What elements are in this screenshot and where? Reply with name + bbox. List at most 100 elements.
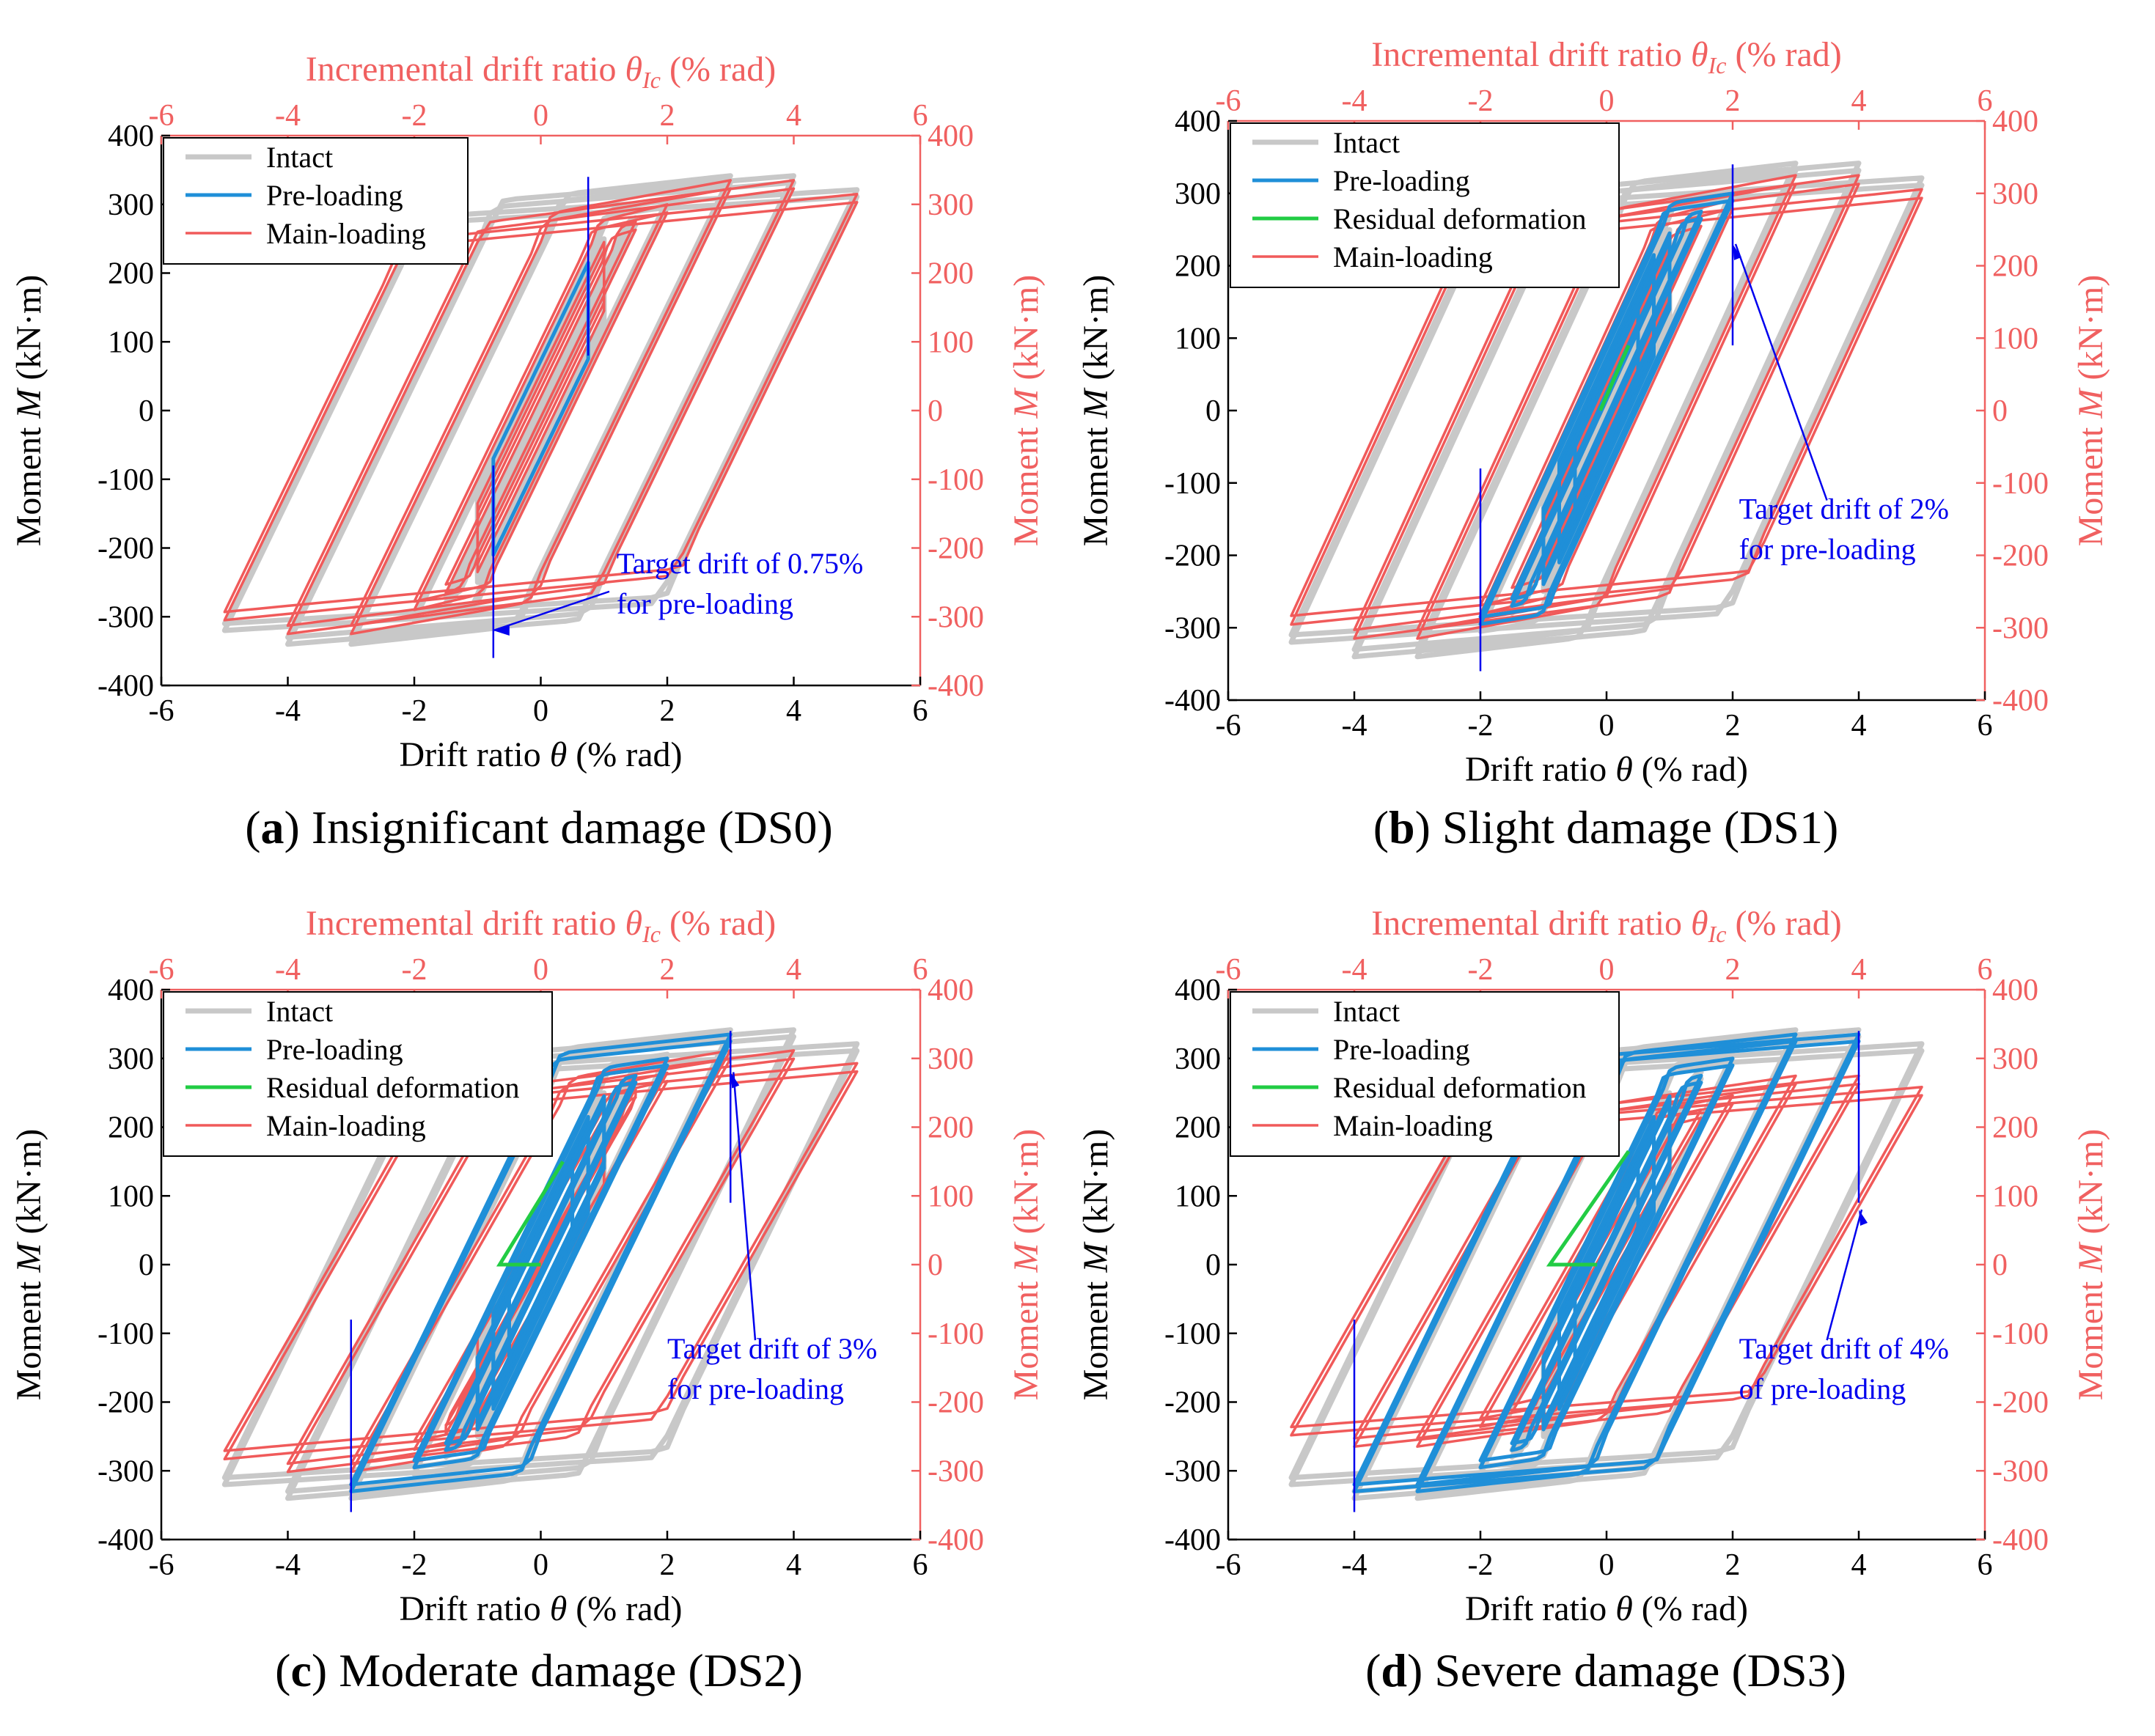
top-x-tick-label: 2 — [1725, 84, 1741, 118]
panel-caption: (c) Moderate damage (DS2) — [275, 1644, 803, 1696]
right-y-tick-label: 300 — [928, 188, 974, 222]
top-x-tick-label: -4 — [275, 99, 301, 133]
legend-label: Residual deformation — [1333, 1071, 1586, 1104]
y-tick-label: 0 — [1205, 394, 1221, 428]
pre-loading-loop — [1510, 1073, 1703, 1452]
x-tick-label: 2 — [1725, 709, 1741, 743]
y-tick-label: 400 — [1175, 974, 1221, 1007]
legend: Intact Pre-loading Main-loading — [163, 137, 469, 265]
right-y-tick-label: -300 — [1992, 611, 2049, 645]
x-axis-label: Drift ratio θ (% rad) — [399, 1589, 682, 1628]
y-tick-label: 100 — [108, 326, 154, 359]
y-tick-label: 300 — [1175, 1042, 1221, 1076]
pre-loading-loop — [1557, 1114, 1656, 1411]
top-x-tick-label: 6 — [913, 953, 928, 987]
x-tick-label: 6 — [1978, 709, 1993, 743]
top-x-tick-label: 0 — [533, 953, 548, 987]
legend-label: Main-loading — [1333, 1109, 1493, 1142]
y-axis-label: Moment M (kN·m) — [1076, 275, 1115, 547]
top-x-tick-label: -6 — [1216, 953, 1241, 987]
right-y-tick-label: -200 — [928, 532, 984, 566]
top-x-tick-label: -6 — [1216, 84, 1241, 118]
right-y-tick-label: -300 — [928, 600, 984, 634]
right-y-tick-label: -100 — [928, 1317, 984, 1351]
legend-label: Pre-loading — [1333, 164, 1470, 197]
right-y-tick-label: 400 — [1992, 105, 2038, 139]
y-tick-label: -300 — [1164, 611, 1221, 645]
legend-label: Pre-loading — [1333, 1033, 1470, 1066]
panel-a: Target drift of 0.75% for pre-loading -6 -6… — [10, 50, 1046, 853]
right-y-tick-label: -200 — [928, 1386, 984, 1420]
legend: Intact Pre-loading Residual deformation Mai… — [1230, 991, 1620, 1157]
top-x-tick-label: -2 — [1468, 953, 1494, 987]
x-tick-label: -4 — [275, 1548, 301, 1582]
x-tick-label: -2 — [1468, 1548, 1494, 1582]
right-y-tick-label: -100 — [1992, 1317, 2049, 1351]
right-y-tick-label: -400 — [1992, 1523, 2049, 1557]
right-y-tick-label: 200 — [1992, 1111, 2038, 1145]
x-tick-label: 2 — [660, 694, 675, 728]
y-tick-label: 0 — [139, 394, 154, 428]
y-tick-label: 300 — [1175, 177, 1221, 211]
y-tick-label: 400 — [108, 119, 154, 153]
top-x-tick-label: -6 — [149, 953, 175, 987]
top-x-tick-label: 2 — [1725, 953, 1741, 987]
y-tick-label: -100 — [98, 1317, 154, 1351]
annotation-arrow-head — [493, 625, 510, 636]
top-x-tick-label: 6 — [1978, 953, 1993, 987]
y-tick-label: -400 — [98, 669, 154, 703]
x-tick-label: -2 — [402, 694, 427, 728]
top-x-tick-label: 2 — [660, 953, 675, 987]
right-y-axis-label: Moment M (kN·m) — [1007, 275, 1046, 547]
y-tick-label: -100 — [1164, 467, 1221, 501]
annotation-line-1: Target drift of 4% — [1739, 1332, 1949, 1365]
y-tick-label: -300 — [98, 600, 154, 634]
y-tick-label: -300 — [98, 1454, 154, 1488]
right-y-tick-label: 300 — [1992, 177, 2038, 211]
annotation-arrow-head — [1733, 243, 1741, 260]
y-tick-label: 200 — [108, 1111, 154, 1145]
residual-deformation-line — [1546, 1150, 1631, 1267]
pre-loading-loop — [1541, 1101, 1672, 1425]
x-tick-label: 2 — [1725, 1548, 1741, 1582]
y-tick-label: -200 — [98, 532, 154, 566]
pre-loading-loop — [412, 1056, 669, 1470]
top-x-tick-label: -4 — [1342, 84, 1367, 118]
y-tick-label: -400 — [1164, 1523, 1221, 1557]
top-x-tick-label: 0 — [1599, 953, 1615, 987]
main-loading-loop — [286, 179, 796, 636]
right-y-tick-label: 400 — [928, 119, 974, 153]
right-y-tick-label: 0 — [1992, 1248, 2008, 1282]
annotation-line-2: of pre-loading — [1739, 1372, 1906, 1405]
pre-loading-loop — [444, 1081, 638, 1446]
right-y-tick-label: -200 — [1992, 1386, 2049, 1420]
annotation-arrow-line — [1826, 1209, 1863, 1341]
pre-loading-loop — [1510, 216, 1703, 601]
x-tick-label: -6 — [149, 694, 175, 728]
right-y-tick-label: 200 — [928, 1111, 974, 1145]
annotation-line-2: for pre-loading — [617, 587, 793, 620]
right-y-tick-label: 400 — [1992, 974, 2038, 1007]
right-y-tick-label: 300 — [1992, 1042, 2038, 1076]
right-y-tick-label: 0 — [928, 394, 943, 428]
main-loading-loop — [476, 249, 606, 565]
y-axis-label: Moment M (kN·m) — [10, 275, 48, 547]
pre-loading-loop — [1541, 231, 1672, 586]
pre-loading-loop — [1557, 253, 1656, 564]
legend-label: Main-loading — [1333, 240, 1493, 273]
annotation-line-2: for pre-loading — [667, 1372, 844, 1405]
y-tick-label: 0 — [139, 1248, 154, 1282]
right-y-tick-label: 100 — [1992, 322, 2038, 356]
y-tick-label: -200 — [98, 1386, 154, 1420]
main-loading-loop — [350, 179, 733, 636]
y-tick-label: 300 — [108, 188, 154, 222]
x-tick-label: -2 — [1468, 709, 1494, 743]
x-tick-label: 0 — [1599, 1548, 1615, 1582]
panel-b: Target drift of 2% for pre-loading -6 -6 -4 -… — [1076, 35, 2110, 853]
y-axis-label: Moment M (kN·m) — [1076, 1129, 1115, 1401]
top-axis-label: Incremental drift ratio θIc (% rad) — [306, 904, 776, 947]
annotation-arrow-line — [733, 1072, 757, 1341]
x-tick-label: -4 — [275, 694, 301, 728]
annotation-line-1: Target drift of 0.75% — [617, 547, 863, 580]
